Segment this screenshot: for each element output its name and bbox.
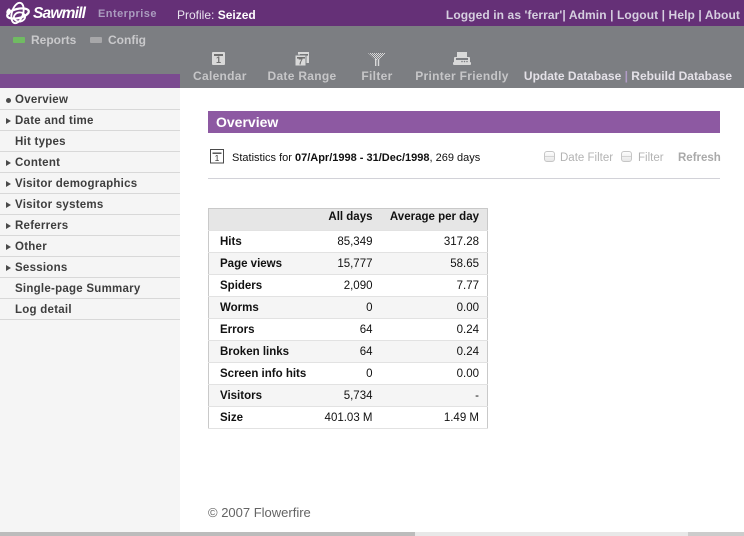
svg-text:1: 1: [216, 55, 221, 65]
svg-text:1: 1: [215, 153, 220, 163]
svg-text:7: 7: [298, 58, 303, 67]
